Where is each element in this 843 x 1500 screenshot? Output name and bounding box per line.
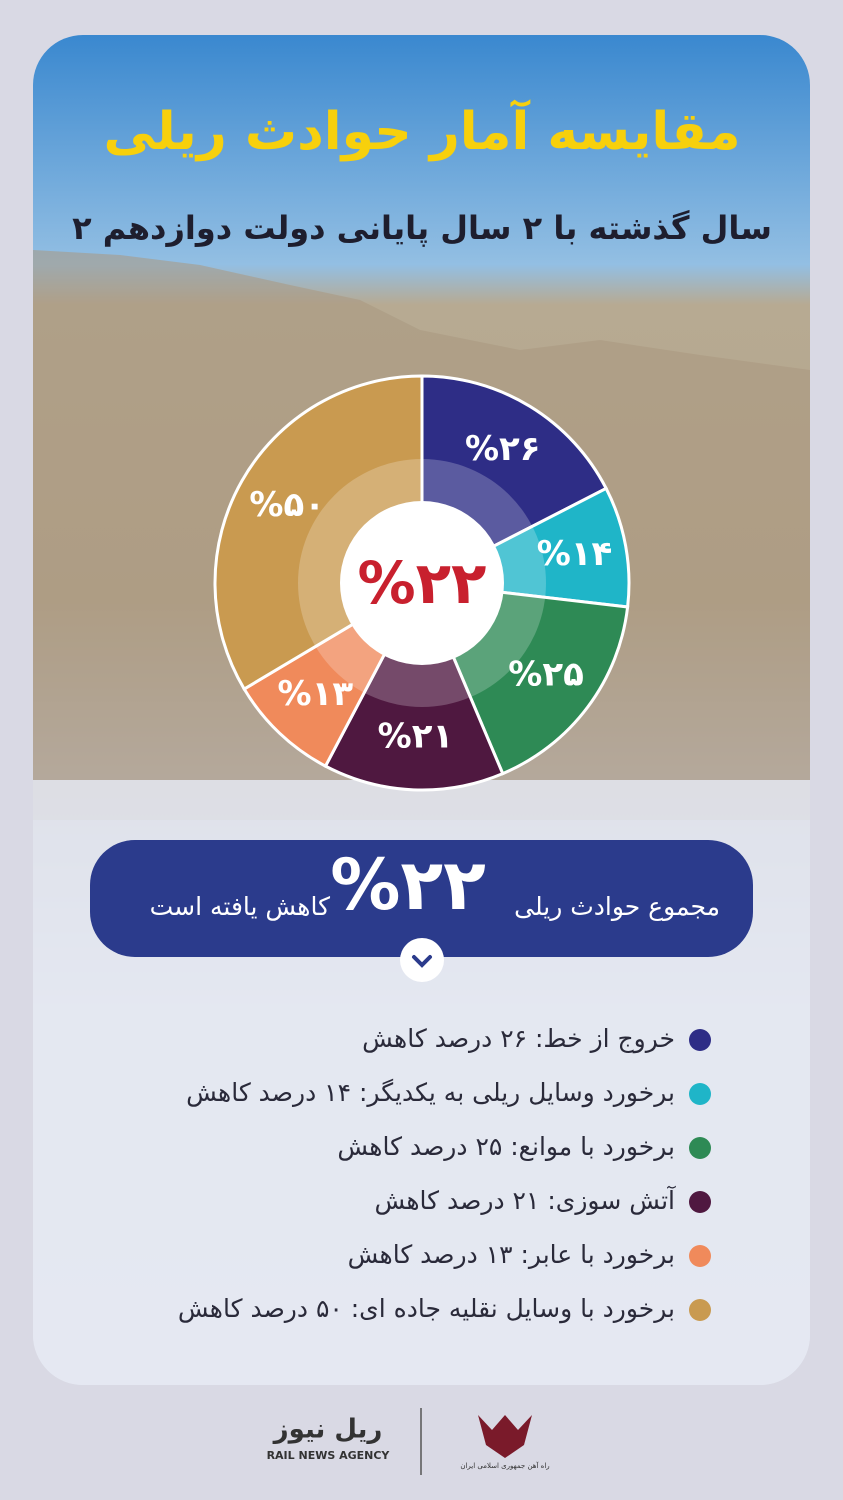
summary-value: %۲۲ <box>330 844 486 926</box>
logo-text: ریل نیوز <box>272 1415 383 1445</box>
legend: خروج از خط: ۲۶ درصد کاهش برخورد وسایل ریل… <box>178 1024 711 1324</box>
slice-label: %۱۴ <box>537 534 613 574</box>
legend-label: برخورد با موانع: ۲۵ درصد کاهش <box>337 1132 675 1162</box>
legend-marker <box>689 1245 711 1267</box>
title: مقایسه آمار حوادث ریلی <box>103 99 740 162</box>
legend-marker <box>689 1191 711 1213</box>
chevron-badge <box>400 938 444 982</box>
legend-label: خروج از خط: ۲۶ درصد کاهش <box>362 1024 675 1054</box>
chevron <box>412 955 432 968</box>
center-disc <box>340 501 504 665</box>
center-label: %۲۲ <box>358 549 487 617</box>
legend-label: برخورد وسایل ریلی به یکدیگر: ۱۴ درصد کاه… <box>186 1078 675 1108</box>
summary-banner <box>90 840 753 957</box>
legend-marker <box>689 1083 711 1105</box>
pie: %۲۶ %۱۴ %۲۵ %۲۱ %۱۳ %۵۰ %۲۲ <box>213 374 631 792</box>
summary-text: مجموع حوادث ریلی <box>514 892 720 921</box>
legend-marker <box>689 1137 711 1159</box>
org-logo <box>478 1415 532 1458</box>
legend-label: آتش سوزی: ۲۱ درصد کاهش <box>375 1185 677 1215</box>
subtitle: ۲ سال گذشته با ۲ سال پایانی دولت دوازدهم <box>72 209 772 247</box>
summary-text: کاهش یافته است <box>150 892 330 921</box>
slice-label: %۵۰ <box>249 485 325 525</box>
slice-label: %۲۱ <box>378 716 454 756</box>
slice-label: %۲۵ <box>508 654 584 694</box>
legend-marker <box>689 1299 711 1321</box>
legend-label: برخورد با عابر: ۱۳ درصد کاهش <box>348 1240 675 1269</box>
legend-marker <box>689 1029 711 1051</box>
slice-label: %۲۶ <box>465 429 541 469</box>
org-text: راه آهن جمهوری اسلامی ایران <box>460 1461 549 1470</box>
pie-slice <box>323 579 505 792</box>
logo-subtext: RAIL NEWS AGENCY <box>267 1449 391 1462</box>
legend-label: برخورد با وسایل نقلیه جاده ای: ۵۰ درصد ک… <box>178 1294 675 1324</box>
slice-label: %۱۳ <box>278 674 354 714</box>
